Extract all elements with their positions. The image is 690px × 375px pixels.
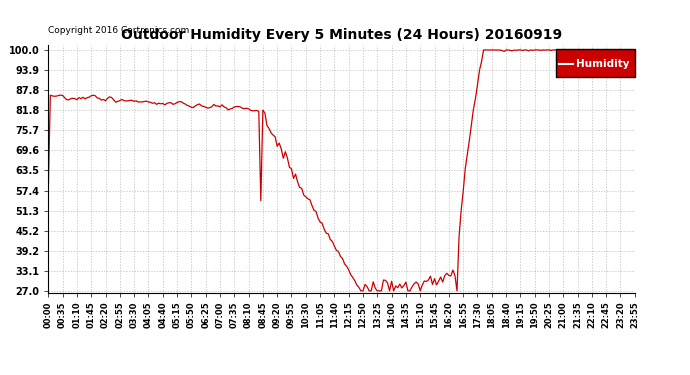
FancyBboxPatch shape (555, 49, 635, 77)
Text: Copyright 2016 Cartronics.com: Copyright 2016 Cartronics.com (48, 26, 190, 35)
Text: Humidity  (%): Humidity (%) (576, 58, 657, 69)
Title: Outdoor Humidity Every 5 Minutes (24 Hours) 20160919: Outdoor Humidity Every 5 Minutes (24 Hou… (121, 28, 562, 42)
